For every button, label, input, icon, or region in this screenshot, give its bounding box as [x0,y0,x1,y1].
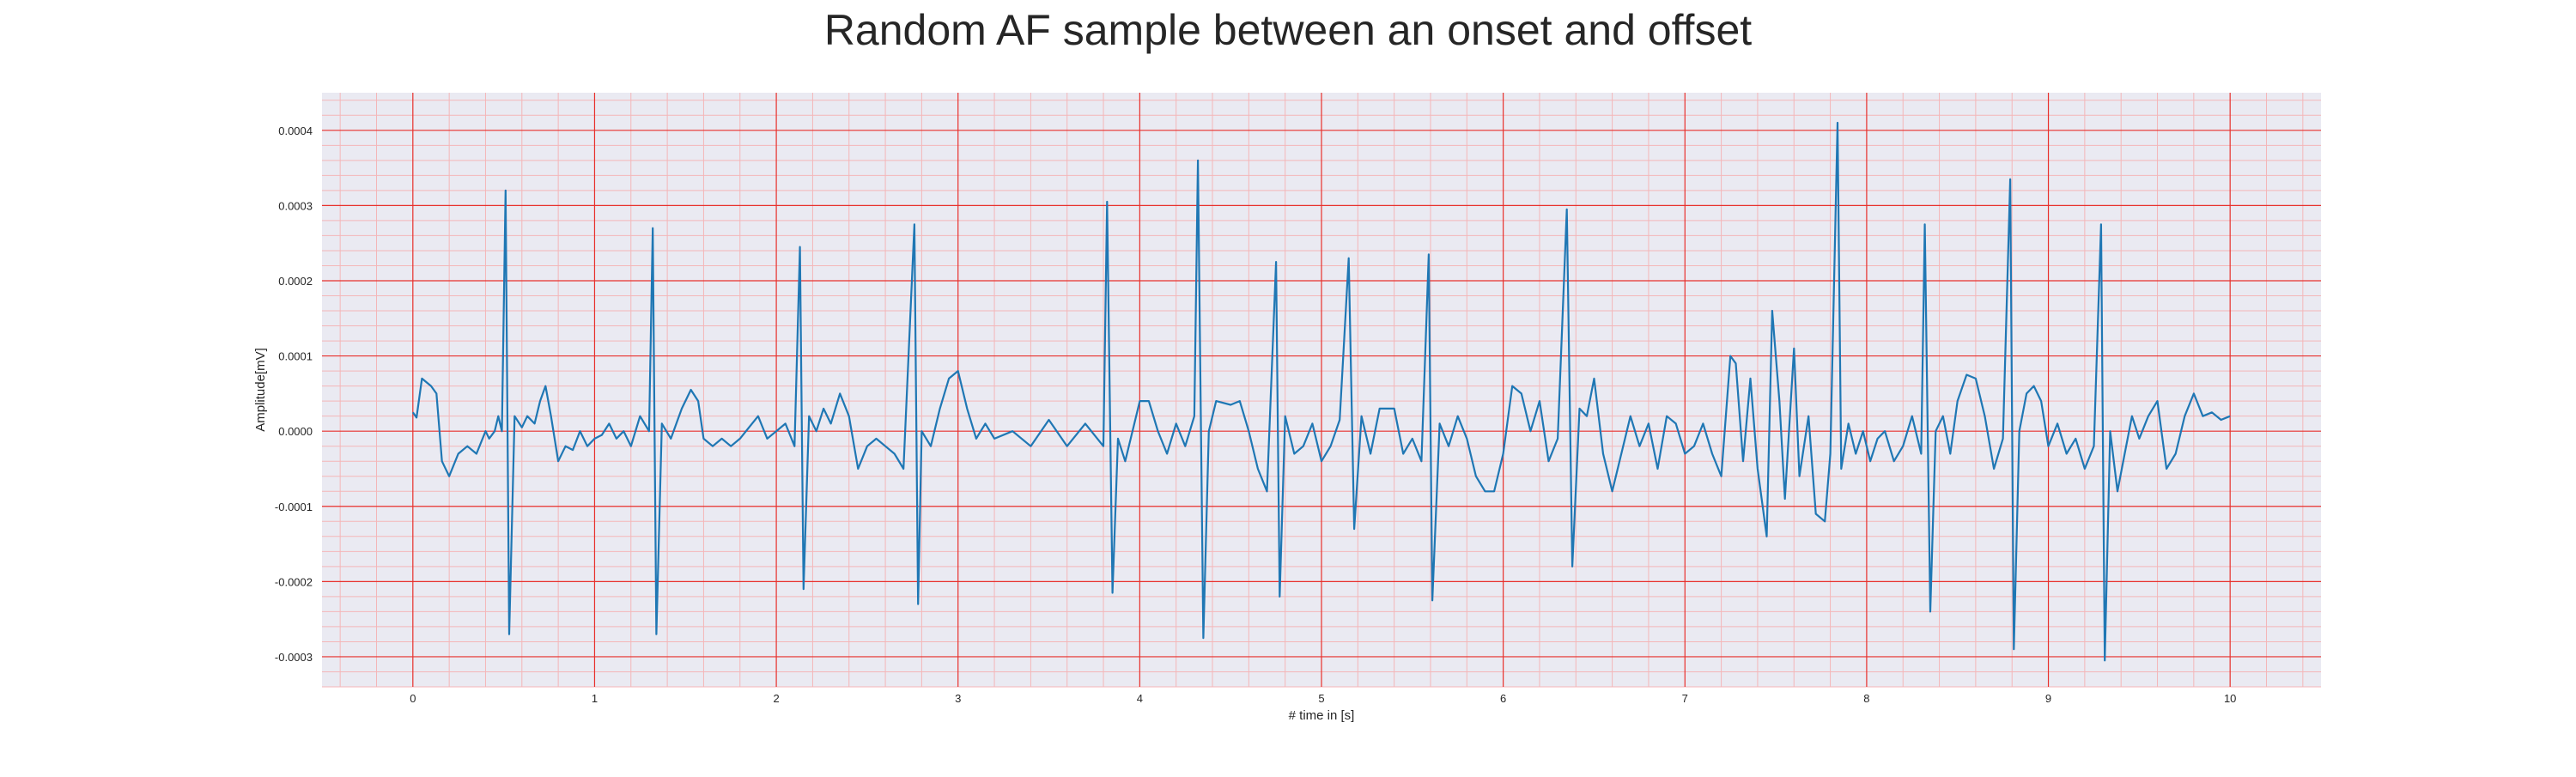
y-tick-label: 0.0004 [278,124,313,137]
x-tick-label: 4 [1137,692,1143,705]
series-layer [411,121,2231,662]
x-axis-label: # time in [s] [1289,708,1355,723]
x-tick-label: 0 [410,692,416,705]
x-tick-label: 5 [1318,692,1324,705]
x-tick-label: 2 [773,692,779,705]
y-axis-ticks: -0.0003 -0.0002 -0.0001 0.0000 0.0001 0.0002 0… [275,124,313,664]
x-tick-label: 1 [592,692,598,705]
y-tick-label: 0.0002 [278,275,313,288]
y-tick-label: -0.0002 [275,575,313,588]
x-axis-ticks: 0 1 2 3 4 5 6 7 8 9 10 [410,692,2236,705]
x-tick-label: 9 [2045,692,2051,705]
y-tick-label: -0.0003 [275,651,313,664]
series-line-0 [411,121,2231,662]
y-tick-label: 0.0000 [278,425,313,438]
x-tick-label: 8 [1863,692,1869,705]
chart-title: Random AF sample between an onset and of… [824,6,1752,54]
x-tick-label: 7 [1682,692,1688,705]
y-tick-label: 0.0001 [278,350,313,363]
x-tick-label: 6 [1500,692,1506,705]
y-tick-label: 0.0003 [278,199,313,212]
y-axis-label: Amplitude[mV] [253,348,268,432]
y-tick-label: -0.0001 [275,501,313,513]
x-tick-label: 3 [955,692,961,705]
x-tick-label: 10 [2224,692,2236,705]
